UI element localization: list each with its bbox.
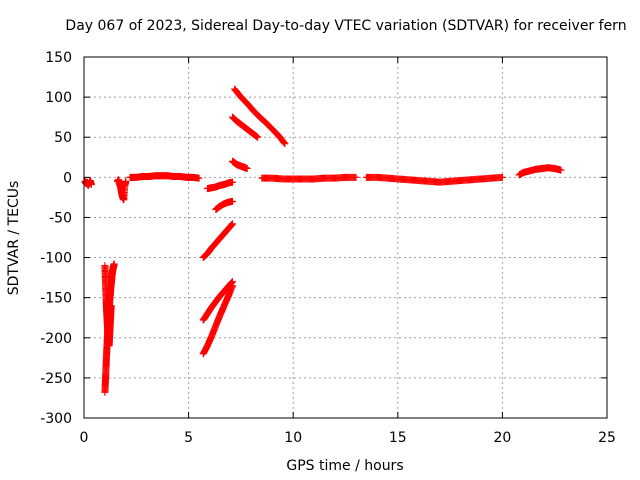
data-point: [281, 140, 289, 148]
series-seg-rise-200b: [199, 278, 237, 324]
series-seg-flat-8-13: [258, 173, 360, 183]
grid-lines: [84, 57, 607, 418]
y-tick-label: -100: [40, 251, 72, 267]
series-seg-decline-110: [231, 85, 289, 148]
series-seg-bump-21-23: [515, 164, 565, 179]
series-seg-small-pos-7h: [229, 157, 251, 173]
x-tick-label: 25: [598, 430, 616, 446]
series-seg-rise-100: [199, 220, 237, 262]
data-point: [195, 174, 203, 182]
y-tick-label: -50: [49, 210, 72, 226]
x-tick-label: 20: [493, 430, 511, 446]
series-seg-spike-1h-b: [101, 262, 115, 350]
plot-frame: [83, 56, 608, 419]
data-point: [229, 197, 237, 205]
y-tick-label: 0: [63, 170, 72, 186]
x-tick-labels: 0 5 10 15 20 25: [80, 430, 616, 446]
data-point: [254, 133, 262, 141]
y-tick-label: 100: [45, 90, 72, 106]
x-tick-label: 10: [284, 430, 302, 446]
data-point: [557, 166, 565, 174]
data-point: [280, 139, 288, 147]
data-series: [81, 85, 565, 396]
chart-title: Day 067 of 2023, Sidereal Day-to-day VTE…: [65, 18, 626, 34]
series-seg-near-zero-start: [81, 177, 95, 189]
data-point: [87, 181, 95, 189]
data-point: [352, 173, 360, 181]
data-point: [243, 165, 251, 173]
y-tick-label: -200: [40, 331, 72, 347]
axis-ticks: [83, 56, 608, 419]
data-point: [229, 220, 237, 228]
x-tick-label: 0: [80, 430, 89, 446]
x-tick-label: 5: [184, 430, 193, 446]
data-point: [498, 173, 506, 181]
data-point: [122, 177, 130, 185]
series-seg-neg-30: [212, 197, 237, 213]
data-point: [229, 178, 237, 186]
y-tick-label: -150: [40, 291, 72, 307]
series-seg-small-2h: [113, 176, 130, 204]
y-axis-label: SDTVAR / TECUs: [6, 181, 22, 296]
series-seg-neg-10: [203, 178, 237, 193]
x-axis-label: GPS time / hours: [286, 458, 403, 474]
series-seg-decline-75: [229, 113, 262, 141]
y-tick-label: 50: [54, 130, 72, 146]
y-tick-label: -300: [40, 411, 72, 427]
data-point: [110, 260, 118, 268]
y-tick-labels: -300 -250 -200 -150 -100 -50 0 50 100 150: [40, 50, 72, 427]
series-seg-flat-2-5: [126, 172, 203, 182]
data-point: [107, 302, 115, 310]
series-seg-flat-13-20: [362, 173, 506, 186]
data-point: [280, 138, 288, 146]
y-tick-label: -250: [40, 371, 72, 387]
y-tick-label: 150: [45, 50, 72, 66]
x-tick-label: 15: [389, 430, 407, 446]
data-point: [229, 278, 237, 286]
